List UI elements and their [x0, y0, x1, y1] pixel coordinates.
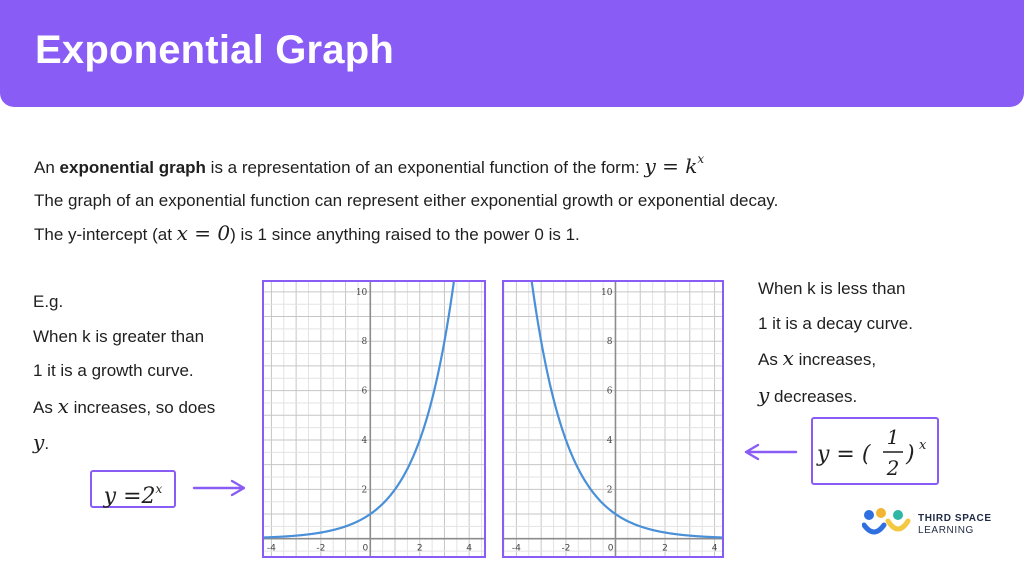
decay-graph: -4 -2 0 2 4 2 4 6 8 10 — [502, 269, 724, 558]
x-tick-label: -4 — [512, 544, 521, 554]
y-tick-label: 6 — [607, 387, 613, 397]
decay-equation-denominator: 2 — [886, 456, 900, 480]
x-tick-label: -2 — [561, 544, 570, 554]
series-line — [263, 270, 457, 539]
y-tick-label: 2 — [362, 485, 368, 495]
y-tick-label: 10 — [356, 288, 368, 298]
intro-formula-exponent: x — [697, 152, 705, 166]
decay-equation-exponent: x — [919, 438, 927, 453]
x-tick-label: 2 — [662, 544, 668, 554]
growth-line-3-post: increases, so does — [68, 397, 216, 417]
third-space-learning-logo-icon — [862, 508, 911, 535]
y-tick-label: 2 — [607, 485, 613, 495]
y-tick-label: 6 — [362, 387, 368, 397]
intro-x-zero: x = 0 — [176, 221, 231, 245]
decay-line-3-post: increases, — [793, 350, 877, 369]
page-title: Exponential Graph — [35, 28, 395, 72]
logo-line-1: THIRD SPACE — [918, 513, 992, 524]
growth-line-1: When k is greater than — [33, 326, 205, 346]
intro-line-3-post: ) is 1 since anything raised to the powe… — [230, 225, 580, 244]
y-tick-label: 4 — [362, 436, 368, 446]
intro-line-3: The y-intercept (at x = 0) is 1 since an… — [34, 217, 994, 251]
decay-description: When k is less than 1 it is a decay curv… — [758, 272, 998, 414]
series-line — [529, 269, 723, 539]
growth-line-4-post: . — [44, 434, 50, 453]
intro-line-1: An exponential graph is a representation… — [34, 143, 994, 184]
decay-equation-lhs: y = ( — [816, 442, 871, 467]
decay-graph-svg: -4 -2 0 2 4 2 4 6 8 10 — [503, 269, 723, 556]
decay-line-4: y decreases. — [758, 378, 998, 415]
growth-line-4: y. — [33, 425, 253, 462]
intro-line-1-pre: An — [34, 158, 60, 177]
growth-equation-box: y =2x — [90, 470, 176, 509]
decay-var-x: x — [782, 346, 794, 370]
x-tick-label: 4 — [466, 544, 472, 554]
decay-line-2: 1 it is a decay curve. — [758, 313, 913, 333]
growth-equation-base: y =2 — [103, 484, 156, 509]
growth-var-y: y — [33, 430, 45, 454]
intro-formula: y = k — [644, 154, 698, 178]
x-tick-label: 4 — [712, 544, 718, 554]
growth-description: E.g. When k is greater than 1 it is a gr… — [33, 285, 253, 462]
decay-line-1: When k is less than — [758, 279, 906, 298]
logo-line-2: LEARNING — [918, 525, 974, 536]
x-tick-label: -4 — [267, 544, 276, 554]
decay-line-3: As x increases, — [758, 341, 998, 378]
x-tick-label: 0 — [363, 544, 369, 554]
decay-arrow-icon — [744, 443, 798, 461]
decay-var-y: y — [758, 382, 770, 407]
intro-bold-term: exponential graph — [59, 158, 206, 177]
decay-equation-numerator: 1 — [887, 425, 900, 449]
intro-line-1-post: is a representation of an exponential fu… — [205, 158, 645, 177]
x-tick-label: 2 — [417, 544, 423, 554]
logo-text: THIRD SPACE LEARNING — [918, 513, 992, 537]
eg-label: E.g. — [33, 292, 64, 311]
growth-arrow-icon — [192, 479, 246, 497]
y-tick-label: 4 — [607, 436, 613, 446]
growth-equation-exponent: x — [155, 482, 163, 496]
y-tick-label: 8 — [362, 337, 368, 347]
y-tick-label: 10 — [601, 288, 613, 298]
growth-graph-svg: -4 -2 0 2 4 2 4 6 8 10 — [263, 270, 484, 556]
intro-text: An exponential graph is a representation… — [34, 143, 994, 251]
decay-equation-svg: y = ( 1 2 ) x — [816, 425, 927, 480]
growth-line-3: As x increases, so does — [33, 389, 253, 426]
y-tick-label: 8 — [607, 337, 613, 347]
x-tick-label: -2 — [316, 544, 325, 554]
growth-var-x: x — [57, 393, 69, 418]
decay-equation-rhs: ) — [905, 442, 915, 467]
intro-line-3-pre: The y-intercept (at — [34, 225, 177, 244]
decay-line-3-pre: As — [758, 350, 783, 369]
decay-line-4-post: decreases. — [769, 386, 858, 406]
header-banner: Exponential Graph — [0, 0, 1024, 107]
growth-graph: -4 -2 0 2 4 2 4 6 8 10 — [262, 270, 486, 558]
x-tick-label: 0 — [608, 544, 614, 554]
growth-line-3-pre: As — [33, 397, 58, 417]
decay-equation-box: y = ( 1 2 ) x — [811, 417, 939, 485]
intro-line-2: The graph of an exponential function can… — [34, 191, 779, 210]
growth-line-2: 1 it is a growth curve. — [33, 361, 194, 380]
